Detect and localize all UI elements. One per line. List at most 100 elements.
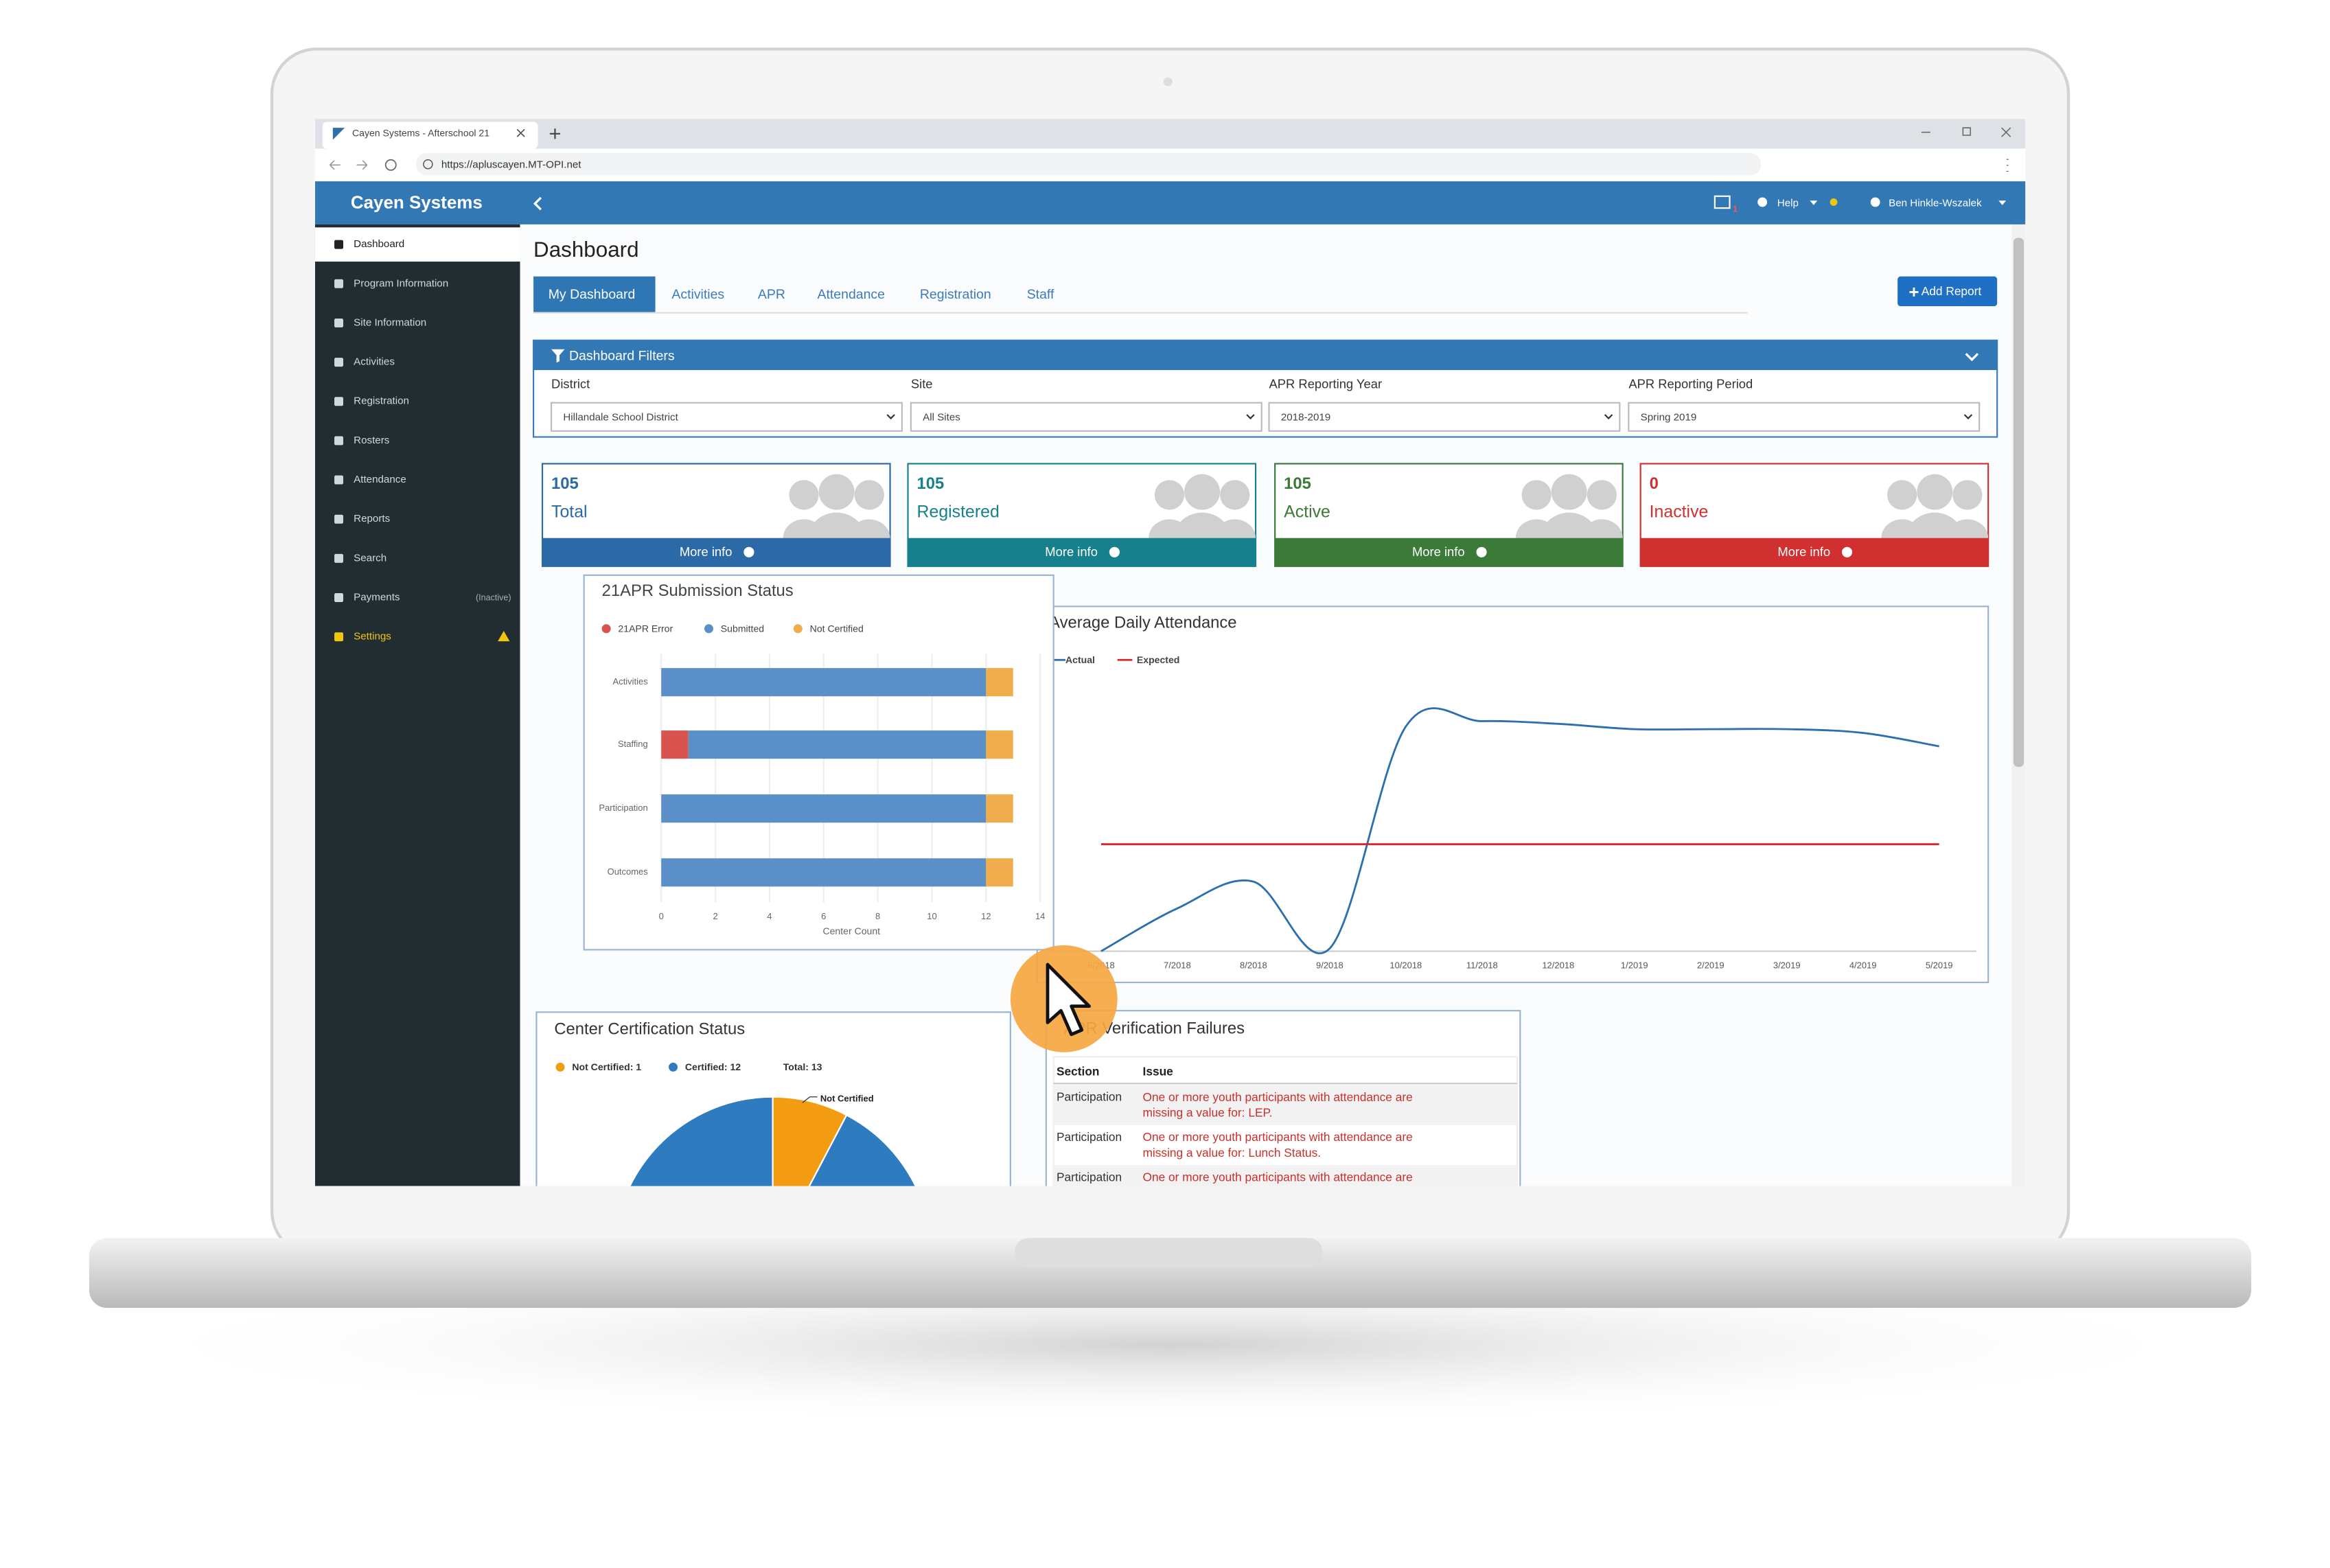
legend-label: Submitted [721, 623, 764, 634]
icon-part [1551, 474, 1587, 510]
tab[interactable]: Staff [1027, 287, 1054, 302]
legend-label: Not Certified [810, 623, 864, 634]
sidebar-item[interactable]: Dashboard [354, 238, 404, 250]
user-name[interactable]: Ben Hinkle-Wszalek [1889, 198, 1982, 209]
sidebar-item[interactable]: Registration [354, 395, 409, 407]
more-info[interactable]: More info [1777, 544, 1830, 559]
tab[interactable]: Activities [671, 287, 724, 302]
x-tick-label: 0 [659, 911, 664, 921]
x-tick-label: 14 [1035, 911, 1045, 921]
icon-part [1521, 480, 1552, 510]
filters-header [533, 340, 1998, 371]
more-info[interactable]: More info [680, 544, 733, 559]
filter-value[interactable]: Spring 2019 [1641, 411, 1697, 423]
sidebar-item[interactable]: Site Information [354, 316, 426, 328]
legend-marker [793, 624, 803, 634]
x-tick-label: 2/2019 [1697, 960, 1725, 971]
x-tick-label: 12/2018 [1542, 960, 1574, 971]
tab[interactable]: My Dashboard [549, 287, 636, 302]
sidebar-icon [334, 397, 344, 406]
x-tick-label: 7/2018 [1164, 960, 1191, 971]
sidebar-item[interactable]: Payments [354, 592, 400, 603]
bar [661, 794, 987, 823]
sidebar-icon [334, 358, 344, 367]
sidebar-icon [334, 593, 344, 603]
icon-part [1220, 480, 1250, 510]
legend-marker [555, 1062, 565, 1072]
page-title: Dashboard [533, 238, 638, 262]
stat-footer[interactable] [1275, 538, 1623, 566]
sidebar-active [314, 227, 520, 262]
collapse-icon [533, 196, 542, 211]
table-row-bg [1053, 1085, 1517, 1125]
filter-value[interactable]: All Sites [923, 411, 960, 423]
filter-select[interactable] [1268, 402, 1621, 432]
filter-select[interactable] [1628, 402, 1981, 432]
stat-footer[interactable] [908, 538, 1256, 566]
warning-icon [498, 631, 510, 642]
app-header [314, 181, 2026, 224]
x-tick-label: 12 [981, 911, 991, 921]
x-tick-label: 5/2019 [1926, 960, 1953, 971]
stat-label: Active [1284, 502, 1330, 521]
filter-select[interactable] [550, 402, 903, 432]
cursor-arrow [1046, 962, 1091, 1037]
payments-status: (Inactive) [476, 593, 511, 603]
sidebar-item[interactable]: Activities [354, 356, 395, 368]
legend-marker [601, 624, 611, 634]
sidebar-item[interactable]: Settings [354, 631, 391, 643]
help-icon [1757, 197, 1768, 207]
add-report[interactable]: Add Report [1922, 284, 1982, 298]
pie-slice [629, 1096, 916, 1186]
icon-part [1541, 512, 1597, 538]
y-tick-label: Staffing [618, 739, 648, 749]
tab[interactable]: Registration [920, 287, 991, 302]
tab[interactable]: Attendance [817, 287, 885, 302]
legend-label: Not Certified: 1 [572, 1061, 641, 1072]
camera [1163, 77, 1173, 87]
stat-footer[interactable] [542, 538, 890, 566]
sidebar-item[interactable]: Search [354, 552, 387, 564]
add-report-button[interactable] [1898, 276, 1998, 306]
x-tick-label: 3/2019 [1773, 960, 1801, 971]
x-tick-label: 4/2019 [1849, 960, 1877, 971]
legend-label: 21APR Error [618, 623, 673, 634]
bar [661, 730, 689, 759]
filter-label: District [551, 377, 590, 391]
line [1100, 707, 1939, 955]
select-arrow [886, 414, 895, 419]
filter-value[interactable]: Hillandale School District [563, 411, 678, 423]
filter-select[interactable] [910, 402, 1262, 432]
stat-footer[interactable] [1640, 538, 1989, 566]
sidebar-item[interactable]: Rosters [354, 435, 390, 446]
filter-value[interactable]: 2018-2019 [1281, 411, 1330, 423]
chart-title: 21APR Submission Status [602, 581, 794, 600]
stat-count: 105 [1284, 474, 1311, 493]
sidebar-icon [334, 436, 344, 446]
pie-total: Total: 13 [783, 1061, 822, 1072]
sidebar-item[interactable]: Attendance [354, 474, 406, 485]
plus-icon [1909, 287, 1919, 297]
x-tick-label: 10 [927, 911, 936, 921]
more-info[interactable]: More info [1412, 544, 1465, 559]
x-axis-label: Center Count [822, 925, 880, 936]
laptop-base [89, 1238, 2252, 1308]
sidebar-item[interactable]: Reports [354, 513, 390, 524]
help[interactable]: Help [1777, 198, 1799, 209]
more-info[interactable]: More info [1045, 544, 1098, 559]
chart-title: Average Daily Attendance [1049, 613, 1236, 632]
sidebar-item[interactable]: Program Information [354, 277, 448, 289]
x-tick-label: 10/2018 [1389, 960, 1422, 971]
bar [661, 668, 987, 697]
tab[interactable]: APR [758, 287, 785, 302]
select-arrow [1604, 414, 1613, 419]
select-arrow [1246, 414, 1255, 419]
scrollbar-thumb [2013, 238, 2025, 768]
screen: Cayen Systems - Afterschool 21 https://ap… [314, 119, 2026, 1186]
y-tick-label: Participation [599, 803, 647, 813]
bar [661, 858, 987, 887]
browser-tab[interactable] [322, 122, 538, 149]
stat-label: Total [551, 502, 588, 521]
legend-label: Certified: 12 [685, 1061, 741, 1072]
